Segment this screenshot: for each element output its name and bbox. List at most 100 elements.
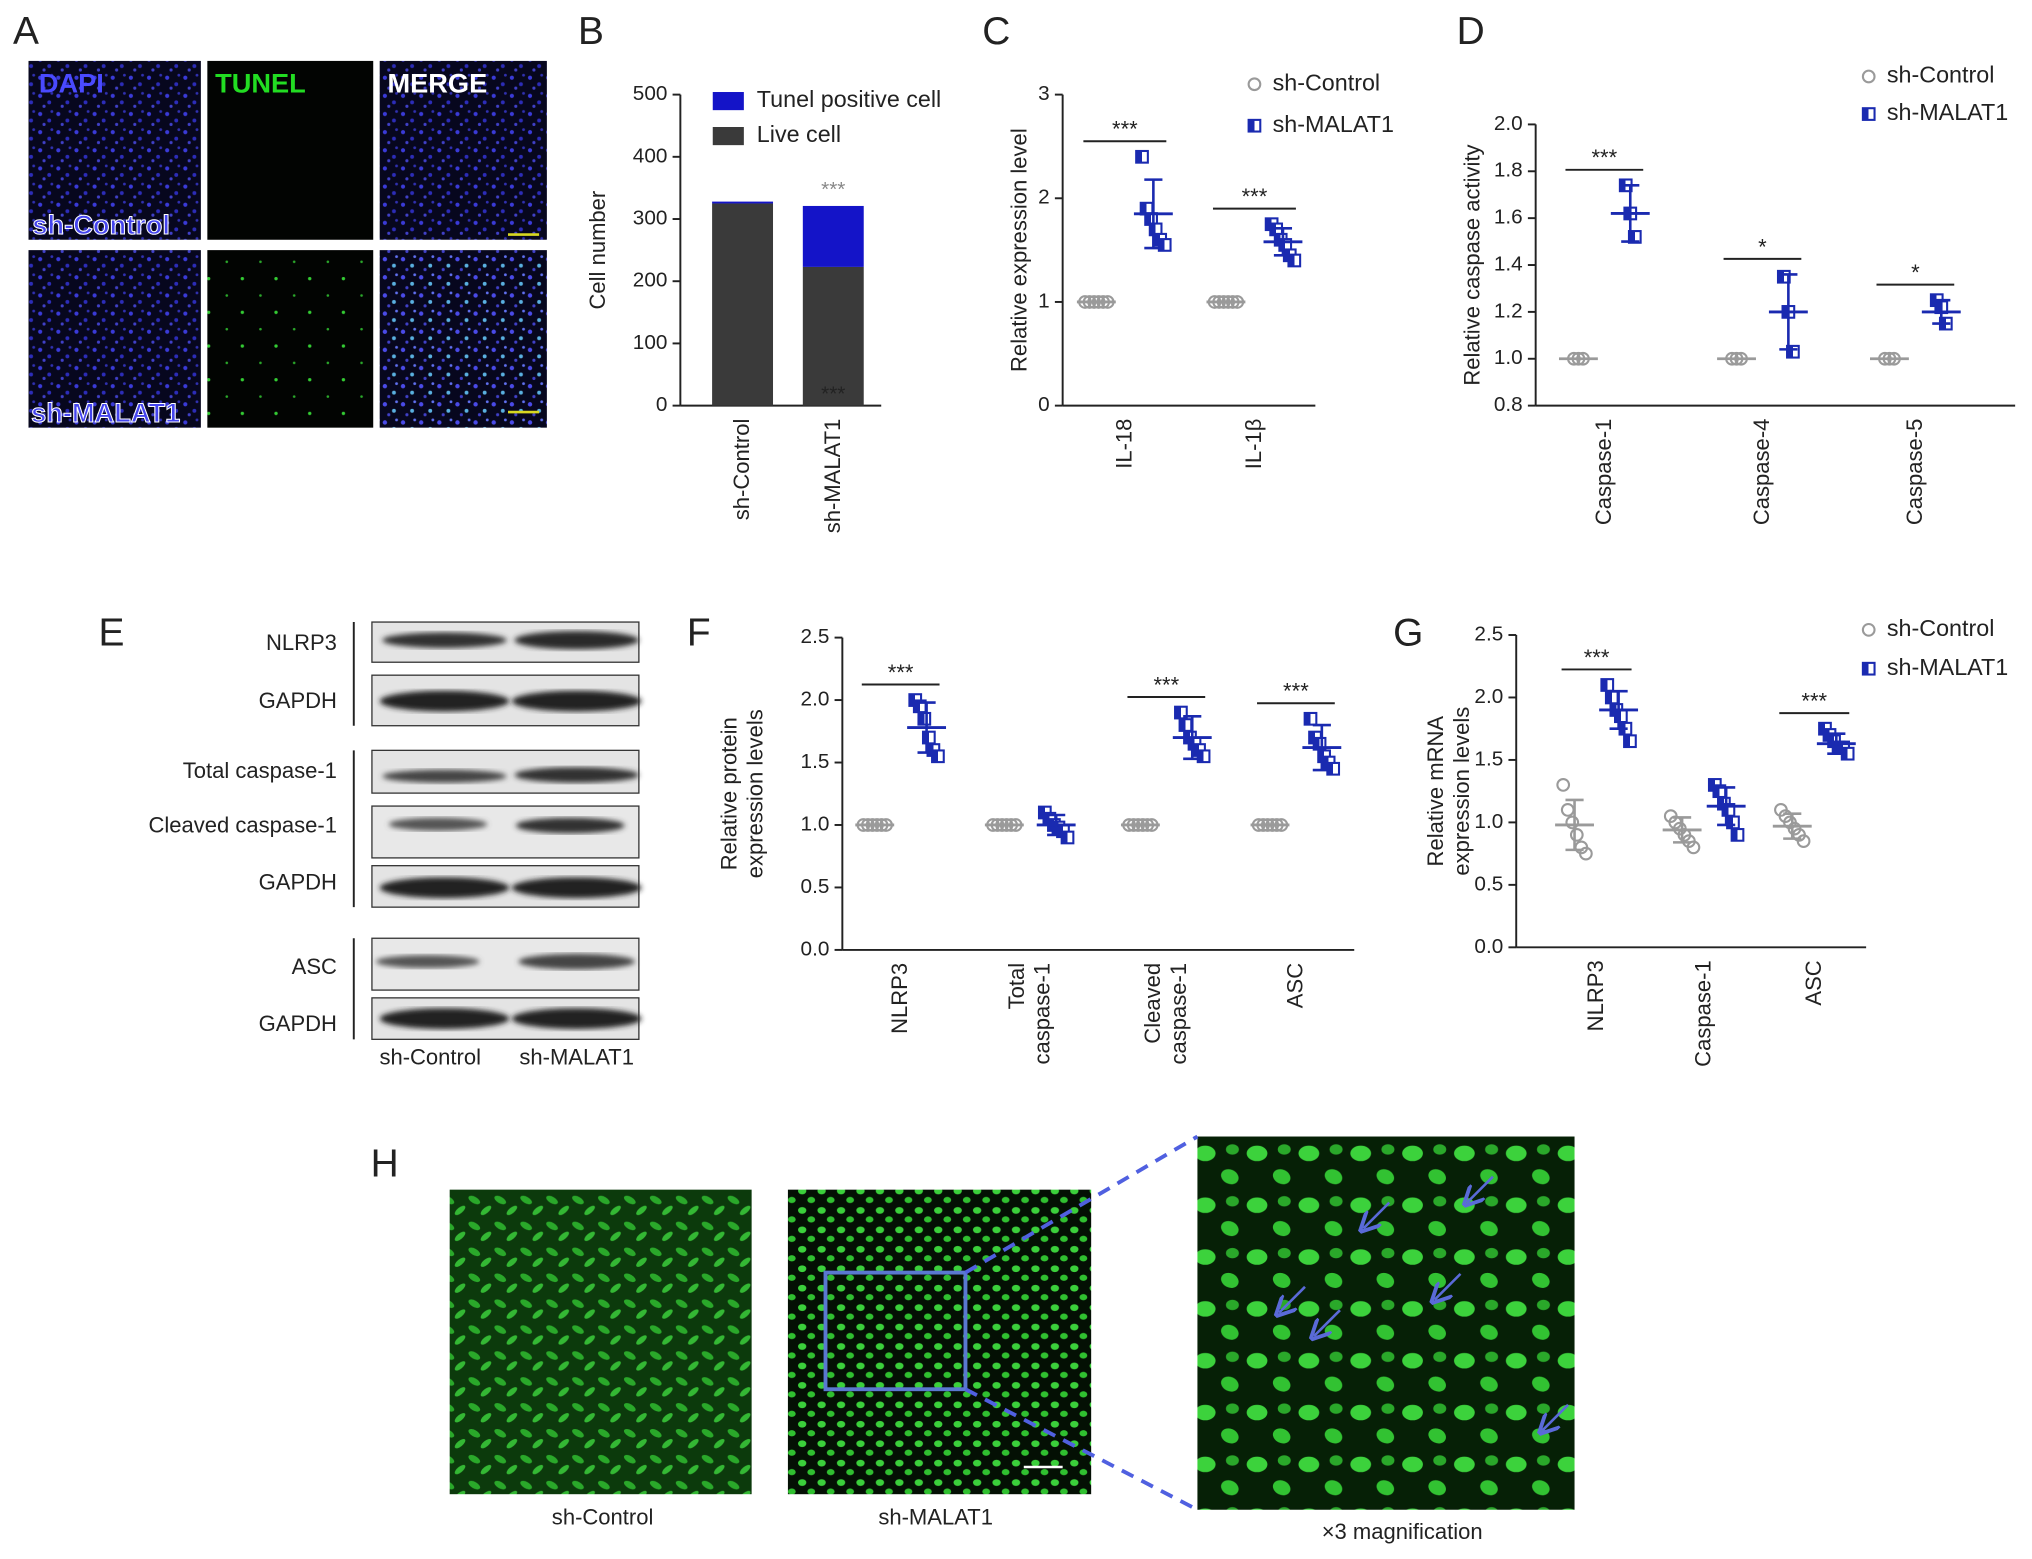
significance: *: [1758, 234, 1767, 259]
x-tick-label: IL-1β: [1241, 418, 1267, 470]
data-point: [1157, 238, 1172, 252]
data-point: [921, 730, 936, 745]
micrograph: [207, 250, 374, 428]
micrograph: [207, 60, 374, 240]
data-point: [1614, 709, 1628, 724]
micrograph: [449, 1189, 752, 1495]
legend-marker: [1247, 118, 1262, 133]
micrograph: [1197, 1136, 1575, 1510]
significance: ***: [1584, 645, 1610, 670]
y-tick-label: 2.5: [801, 625, 830, 648]
significance: ***: [1591, 145, 1617, 170]
data-point: [931, 749, 945, 764]
bar-segment: [712, 201, 774, 204]
y-tick-label: 0.8: [1494, 393, 1523, 416]
panel-label: F: [687, 611, 711, 654]
arrows: [1279, 1175, 1569, 1431]
image-label: sh-MALAT1: [878, 1505, 993, 1530]
y-tick-label: 1.2: [1494, 299, 1523, 322]
legend-swatch: [712, 127, 744, 146]
y-tick-label: 1.0: [1474, 810, 1503, 833]
y-tick-label: 100: [633, 331, 668, 354]
legend-label: sh-Control: [1887, 62, 1995, 88]
y-axis-label: Relative expression level: [1007, 128, 1032, 372]
legend-marker: [1861, 622, 1876, 637]
data-point: [1730, 828, 1745, 842]
zoom-box: [823, 1270, 968, 1392]
y-axis-label: Cell number: [586, 190, 611, 310]
y-tick-label: 0: [1038, 393, 1050, 416]
blot-label: Cleaved caspase-1: [148, 813, 336, 838]
data-point: [1600, 678, 1615, 692]
legend-label: sh-MALAT1: [1273, 111, 1394, 137]
channel-label: MERGE: [387, 68, 487, 99]
x-tick-label-text: Total caspase-1: [1004, 962, 1055, 1065]
data-point: [1623, 734, 1637, 749]
y-axis-label-text: Relative protein expression levels: [717, 709, 768, 879]
x-tick-label-text: ASC: [1801, 960, 1827, 1006]
panel-label: B: [578, 10, 604, 53]
x-tick-label-text: NLRP3: [887, 962, 913, 1034]
y-tick-label: 2: [1038, 186, 1050, 209]
blot-label: ASC: [292, 954, 337, 979]
legend-label: sh-Control: [1887, 615, 1995, 641]
legend-label: Live cell: [757, 121, 841, 147]
y-tick-label: 3: [1038, 82, 1050, 105]
channel-label: TUNEL: [215, 68, 306, 99]
significance: ***: [1283, 679, 1309, 704]
x-tick-label-text: Caspase-1: [1591, 418, 1617, 526]
channel-label: DAPI: [39, 68, 104, 99]
x-tick-label: IL-18: [1112, 419, 1137, 469]
x-tick-label: Total caspase-1: [1004, 962, 1055, 1065]
legend-marker: [1861, 69, 1876, 84]
y-tick-label: 0.0: [1474, 935, 1503, 958]
x-tick-label-text: IL-1β: [1241, 418, 1267, 470]
y-tick-label: 2.0: [1494, 112, 1523, 135]
y-axis-label-text: Relative caspase activity: [1459, 144, 1485, 386]
x-tick-label-text: Caspase-1: [1691, 960, 1717, 1067]
legend-label: Tunel positive cell: [757, 86, 941, 112]
panel-label: C: [982, 10, 1010, 53]
data-point: [1196, 749, 1211, 764]
panel-label: H: [371, 1143, 399, 1186]
micrograph: [28, 60, 201, 240]
segment-annotation: ***: [821, 383, 845, 406]
data-point: [1060, 830, 1075, 845]
significance: ***: [821, 178, 845, 201]
lane-label: sh-Control: [379, 1045, 481, 1070]
y-tick-label: 0.5: [801, 875, 830, 898]
x-tick-label: Caspase-4: [1750, 419, 1775, 526]
y-axis-label: Relative protein expression levels: [717, 709, 768, 879]
image-label: ×3 magnification: [1322, 1519, 1483, 1544]
x-tick-label: Cleaved caspase-1: [1141, 963, 1191, 1065]
blot-label: GAPDH: [259, 688, 337, 713]
y-axis-label-text: Cell number: [586, 190, 611, 310]
data-point: [1135, 149, 1149, 164]
y-tick-label: 1.6: [1494, 206, 1523, 229]
x-tick-label: NLRP3: [887, 962, 913, 1034]
y-axis-label-text: Relative mRNA expression levels: [1423, 706, 1474, 876]
legend-marker: [1861, 107, 1876, 121]
legend-marker: [1247, 77, 1262, 92]
y-axis-label: Relative caspase activity: [1459, 144, 1485, 386]
data-point: [1556, 778, 1571, 792]
legend-swatch: [712, 92, 744, 111]
y-tick-label: 1.5: [1474, 747, 1503, 770]
data-point: [1178, 718, 1193, 732]
data-point: [1287, 253, 1302, 268]
y-tick-label: 0.0: [801, 937, 830, 960]
y-tick-label: 1.5: [801, 750, 830, 773]
blot-label: GAPDH: [259, 1011, 337, 1036]
significance: *: [1911, 260, 1920, 285]
panel-label: D: [1457, 10, 1485, 53]
y-tick-label: 500: [633, 82, 668, 105]
y-tick-label: 200: [633, 269, 668, 292]
bar-segment: [712, 203, 774, 406]
micrograph: [787, 1189, 1092, 1495]
blot-label: NLRP3: [266, 630, 337, 655]
x-tick-label: ASC: [1283, 963, 1308, 1008]
data-point: [1569, 828, 1584, 842]
panel-label: G: [1393, 611, 1423, 654]
legend-label: sh-MALAT1: [1887, 654, 2008, 680]
